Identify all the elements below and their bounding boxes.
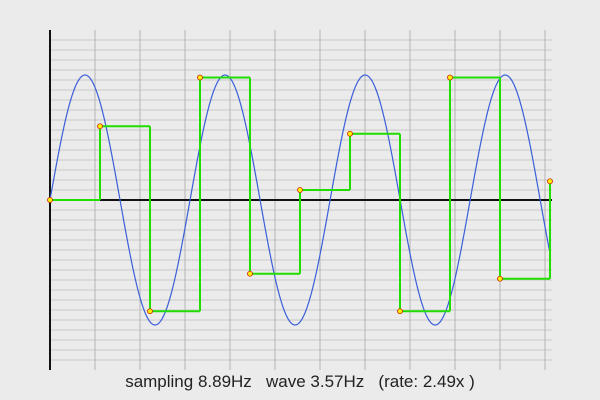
sample-point	[347, 130, 353, 137]
sine-wave-line	[49, 74, 551, 326]
sample-point	[247, 270, 253, 277]
sample-point	[547, 178, 553, 185]
chart-grid	[50, 30, 552, 370]
sample-point	[447, 74, 453, 81]
sample-point	[297, 187, 303, 193]
sample-point	[47, 197, 53, 203]
sample-point	[497, 275, 503, 282]
sample-point	[397, 308, 403, 315]
sample-point	[197, 74, 203, 81]
sample-points	[47, 74, 553, 315]
sine-wave-series	[49, 74, 551, 326]
chart-caption: sampling 8.89Hz wave 3.57Hz (rate: 2.49x…	[125, 372, 475, 391]
sample-point	[147, 308, 153, 315]
sample-hold-series	[50, 76, 551, 313]
sample-point	[97, 123, 103, 130]
